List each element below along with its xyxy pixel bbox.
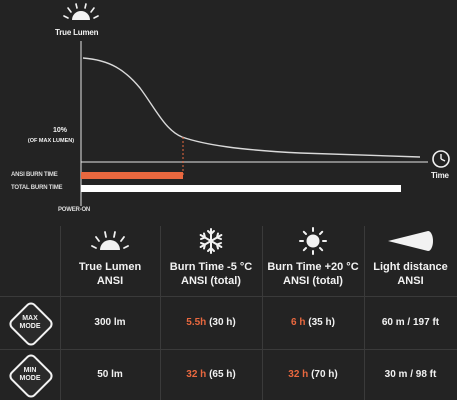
reference-caption: (OF MAX LUMEN) — [27, 138, 75, 144]
col-divider — [160, 226, 161, 400]
column-header-line1: Burn Time +20 °C — [267, 261, 359, 273]
column-header-line2: ANSI — [397, 275, 424, 287]
beam-icon — [364, 226, 457, 260]
y-axis-label: True Lumen — [55, 28, 99, 37]
column-header-light-distance: Light distance ANSI — [364, 226, 457, 288]
total-burn-bar — [81, 185, 401, 192]
mode-label-line2: MODE — [19, 323, 41, 330]
column-header-line1: Burn Time -5 °C — [169, 261, 253, 273]
max-distance-value: 60 m / 197 ft — [381, 317, 440, 328]
sun-rays-icon — [63, 3, 99, 20]
max-cold-burn: 5.5h (30 h) — [160, 317, 262, 328]
max-cold-total: (30 h) — [209, 317, 236, 328]
column-header-burn-cold: Burn Time -5 °C ANSI (total) — [160, 226, 262, 288]
clock-icon — [432, 150, 450, 168]
min-warm-ansi: 32 h — [288, 369, 309, 380]
min-cold-burn: 32 h (65 h) — [160, 369, 262, 380]
col-divider — [60, 226, 61, 400]
power-on-label: POWER-ON — [58, 207, 91, 213]
lumen-curve — [82, 57, 421, 158]
row-divider — [0, 349, 457, 350]
sun-icon — [262, 226, 364, 260]
min-lumen-value: 50 lm — [97, 369, 123, 380]
min-cold-ansi: 32 h — [186, 369, 207, 380]
row-divider — [0, 296, 457, 297]
min-warm-total: (70 h) — [311, 369, 338, 380]
reference-percent: 10% — [52, 127, 67, 134]
mode-label-line1: MIN — [23, 367, 37, 374]
min-mode-label: MIN MODE — [8, 367, 52, 383]
x-axis-label: Time — [431, 171, 449, 180]
column-header-line1: True Lumen — [78, 261, 142, 273]
ansi-burn-bar — [81, 172, 183, 179]
sun-rays-icon — [60, 226, 160, 260]
column-header-line2: ANSI (total) — [181, 275, 241, 287]
min-distance-value: 30 m / 98 ft — [384, 369, 437, 380]
column-header-burn-warm: Burn Time +20 °C ANSI (total) — [262, 226, 364, 288]
ansi-burn-label: ANSI BURN TIME — [11, 172, 58, 178]
burn-time-chart — [63, 3, 450, 206]
total-burn-label: TOTAL BURN TIME — [11, 185, 63, 191]
max-mode-label: MAX MODE — [8, 315, 52, 331]
snowflake-icon — [160, 226, 262, 260]
column-header-line2: ANSI — [96, 275, 124, 287]
column-header-true-lumen: True Lumen ANSI — [60, 226, 160, 288]
min-cold-total: (65 h) — [209, 369, 236, 380]
col-divider — [262, 226, 263, 400]
max-warm-total: (35 h) — [308, 317, 335, 328]
col-divider — [364, 226, 365, 400]
column-header-line2: ANSI (total) — [283, 275, 343, 287]
max-warm-ansi: 6 h — [291, 317, 306, 328]
column-header-line1: Light distance — [373, 261, 448, 273]
mode-label-line2: MODE — [19, 375, 41, 382]
mode-label-line1: MAX — [22, 315, 38, 322]
min-warm-burn: 32 h (70 h) — [262, 369, 364, 380]
max-lumen-value: 300 lm — [94, 317, 126, 328]
max-cold-ansi: 5.5h — [186, 317, 207, 328]
max-warm-burn: 6 h (35 h) — [262, 317, 364, 328]
